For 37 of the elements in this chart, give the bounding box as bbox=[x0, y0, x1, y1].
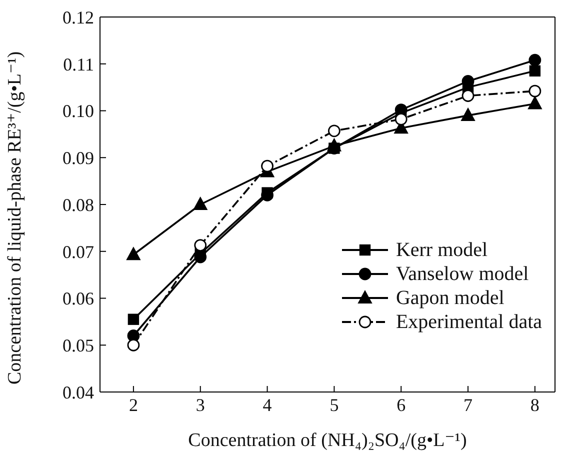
point bbox=[528, 54, 542, 66]
x-axis-title: Concentration of (NH₄)₂SO₄/(g•L⁻¹) bbox=[188, 430, 467, 451]
x-tick-label: 8 bbox=[530, 394, 540, 415]
point bbox=[528, 96, 542, 110]
point bbox=[127, 338, 140, 352]
y-tick-label: 0.09 bbox=[62, 148, 94, 168]
y-axis-title: Concentration of liquid-phase RE³⁺/(g•L⁻¹) bbox=[4, 51, 26, 384]
point bbox=[193, 197, 208, 210]
point bbox=[261, 160, 274, 172]
point bbox=[529, 65, 541, 77]
x-tick-label: 5 bbox=[330, 394, 339, 415]
y-tick-label: 0.05 bbox=[62, 336, 94, 356]
point bbox=[462, 90, 474, 102]
legend-label: Kerr model bbox=[396, 238, 488, 262]
x-tick-label: 6 bbox=[396, 394, 406, 415]
y-tick-label: 0.06 bbox=[62, 288, 94, 309]
point bbox=[126, 247, 140, 260]
point bbox=[394, 112, 408, 126]
legend-label: Vanselow model bbox=[396, 262, 529, 286]
y-tick-label: 0.10 bbox=[62, 101, 94, 122]
legend-label: Experimental data bbox=[396, 310, 542, 334]
y-tick-label: 0.08 bbox=[62, 194, 94, 215]
y-tick-label: 0.12 bbox=[62, 7, 94, 28]
point bbox=[194, 239, 207, 252]
x-tick-label: 2 bbox=[128, 394, 138, 415]
point bbox=[528, 84, 542, 98]
y-tick-label: 0.07 bbox=[62, 242, 94, 262]
y-tick-label: 0.04 bbox=[62, 382, 94, 402]
y-tick-label: 0.11 bbox=[63, 54, 94, 74]
x-tick-label: 3 bbox=[196, 394, 205, 415]
point bbox=[128, 314, 140, 325]
point bbox=[328, 124, 340, 138]
point bbox=[461, 108, 476, 121]
legend-label: Gapon model bbox=[396, 286, 504, 310]
point bbox=[327, 138, 342, 152]
x-tick-label: 4 bbox=[262, 394, 272, 415]
x-tick-label: 7 bbox=[464, 394, 473, 415]
